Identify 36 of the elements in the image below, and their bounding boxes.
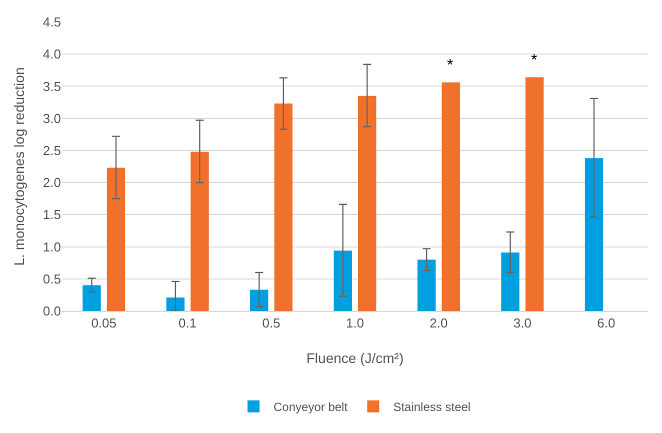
y-tick-label: 1.5	[42, 207, 61, 222]
bar	[584, 158, 604, 311]
y-tick-label: 2.0	[42, 175, 61, 190]
bar	[190, 152, 209, 311]
x-axis-title: Fluence (J/cm²)	[306, 350, 404, 366]
x-tick-label: 1.0	[346, 316, 364, 331]
bar	[501, 252, 520, 311]
bar	[166, 298, 185, 311]
y-tick-label: 0.5	[42, 271, 61, 286]
y-tick-label: 4.5	[42, 14, 61, 30]
bar	[358, 96, 376, 311]
legend-label: Conyeyor belt	[274, 400, 348, 414]
annotation: *	[531, 52, 538, 69]
x-tick-label: 6.0	[597, 316, 616, 331]
x-tick-label: 0.05	[91, 316, 117, 331]
y-tick-label: 3.0	[42, 110, 61, 126]
y-tick-label: 4.0	[42, 46, 61, 62]
bar	[442, 82, 460, 311]
x-tick-label: 3.0	[513, 316, 532, 331]
bar	[106, 168, 126, 311]
y-tick-label: 1.0	[42, 239, 61, 254]
bar	[525, 77, 544, 311]
bar	[274, 104, 293, 311]
bar	[334, 250, 352, 311]
annotation: *	[447, 57, 454, 74]
y-tick-label: 3.5	[42, 78, 61, 94]
bar	[82, 285, 101, 311]
y-tick-label: 2.5	[42, 142, 61, 158]
x-tick-label: 0.5	[262, 316, 280, 331]
bar	[250, 290, 268, 311]
bar	[417, 260, 436, 311]
x-tick-label: 2.0	[430, 316, 448, 331]
legend-label: Stainless steel	[393, 400, 471, 414]
x-tick-label: 0.1	[178, 316, 197, 331]
y-tick-label: 0.0	[42, 304, 61, 319]
y-axis-title: L. monocytogenes log reduction	[11, 67, 27, 266]
